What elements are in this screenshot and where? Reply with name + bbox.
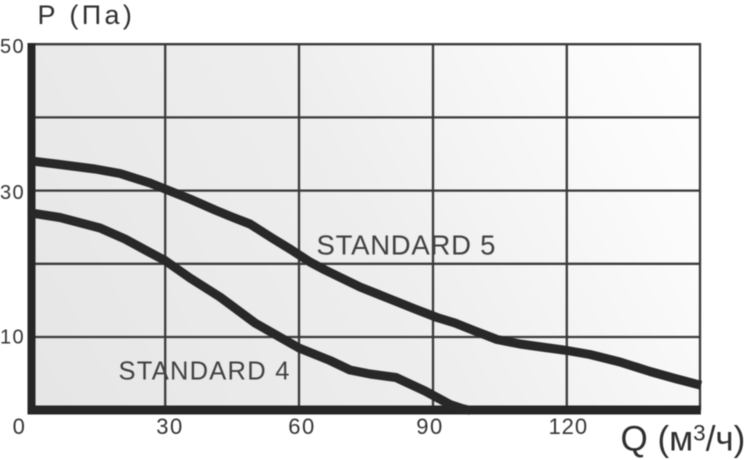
svg-text:10: 10 [0, 327, 25, 349]
svg-text:120: 120 [548, 414, 588, 439]
svg-text:0: 0 [13, 414, 25, 439]
svg-text:60: 60 [288, 414, 315, 439]
svg-text:50: 50 [0, 36, 25, 58]
svg-text:P (Па): P (Па) [38, 0, 136, 30]
svg-text:Q (м3/ч): Q (м3/ч) [621, 419, 744, 458]
svg-text:30: 30 [0, 182, 25, 204]
svg-text:STANDARD 4: STANDARD 4 [119, 357, 291, 385]
svg-text:30: 30 [156, 414, 183, 439]
svg-text:STANDARD 5: STANDARD 5 [317, 230, 497, 261]
svg-text:90: 90 [416, 414, 443, 439]
